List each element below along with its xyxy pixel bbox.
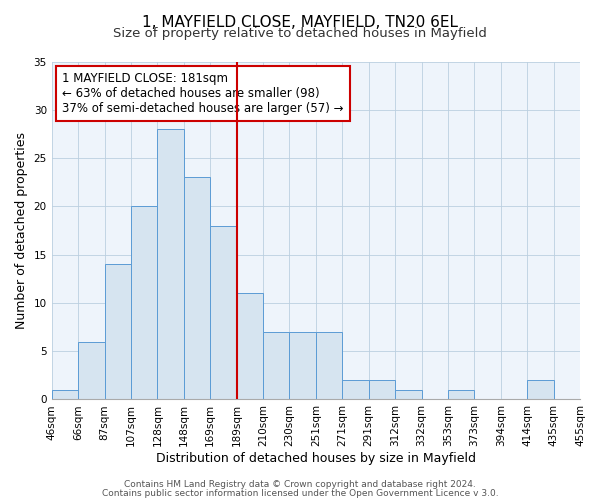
Bar xyxy=(527,380,554,400)
Bar xyxy=(289,332,316,400)
Bar xyxy=(316,332,342,400)
Bar xyxy=(104,264,131,400)
Bar xyxy=(368,380,395,400)
Bar xyxy=(131,206,157,400)
Text: Contains public sector information licensed under the Open Government Licence v : Contains public sector information licen… xyxy=(101,488,499,498)
Text: 1 MAYFIELD CLOSE: 181sqm
← 63% of detached houses are smaller (98)
37% of semi-d: 1 MAYFIELD CLOSE: 181sqm ← 63% of detach… xyxy=(62,72,344,114)
X-axis label: Distribution of detached houses by size in Mayfield: Distribution of detached houses by size … xyxy=(156,452,476,465)
Bar xyxy=(157,129,184,400)
Bar xyxy=(263,332,289,400)
Bar xyxy=(78,342,104,400)
Bar xyxy=(395,390,421,400)
Bar xyxy=(236,293,263,400)
Bar xyxy=(448,390,475,400)
Bar xyxy=(342,380,368,400)
Text: Contains HM Land Registry data © Crown copyright and database right 2024.: Contains HM Land Registry data © Crown c… xyxy=(124,480,476,489)
Y-axis label: Number of detached properties: Number of detached properties xyxy=(15,132,28,329)
Text: 1, MAYFIELD CLOSE, MAYFIELD, TN20 6EL: 1, MAYFIELD CLOSE, MAYFIELD, TN20 6EL xyxy=(142,15,458,30)
Bar xyxy=(52,390,78,400)
Bar xyxy=(184,178,210,400)
Bar xyxy=(210,226,236,400)
Text: Size of property relative to detached houses in Mayfield: Size of property relative to detached ho… xyxy=(113,28,487,40)
